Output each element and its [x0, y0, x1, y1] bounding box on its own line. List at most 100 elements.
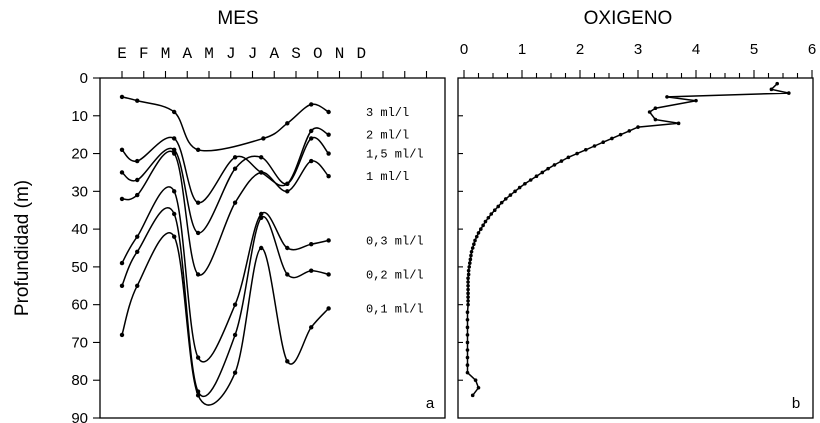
- isoline-point: [232, 155, 238, 160]
- oxygen-point: [483, 219, 488, 224]
- month-label: J: [226, 45, 236, 63]
- isoline-point: [326, 151, 331, 156]
- isoline-point: [172, 211, 177, 217]
- isoline-point: [309, 268, 314, 273]
- oxygen-point: [470, 393, 475, 398]
- oxygen-point: [469, 249, 474, 254]
- month-label: O: [313, 45, 323, 63]
- oxygen-point: [540, 170, 545, 175]
- oxygen-point: [610, 136, 614, 141]
- isoline-point: [119, 94, 125, 100]
- oxygen-point: [694, 98, 698, 103]
- oxygen-point: [476, 385, 481, 390]
- isoline-point: [285, 181, 290, 186]
- isoline-point: [309, 136, 314, 141]
- isoline-point: [195, 230, 201, 236]
- panel-b-letter: b: [792, 395, 800, 412]
- month-label: A: [182, 45, 192, 63]
- isoline-point: [135, 177, 140, 183]
- oxygen-point: [469, 253, 473, 258]
- oxygen-point: [473, 238, 477, 243]
- isoline-point: [309, 128, 314, 134]
- oxygen-point: [534, 174, 539, 179]
- isoline-point: [135, 249, 140, 254]
- y-tick-label: 0: [80, 70, 88, 87]
- oxygen-point: [489, 212, 494, 216]
- isoline-point: [259, 155, 264, 160]
- y-tick-label: 80: [71, 372, 88, 389]
- isoline-point: [135, 192, 140, 198]
- oxygen-point: [481, 223, 485, 228]
- oxygen-point: [559, 159, 564, 163]
- panel-a-letter: a: [426, 395, 435, 412]
- month-label: S: [291, 45, 301, 63]
- isoline-point: [232, 166, 238, 171]
- oxygen-point: [496, 204, 501, 209]
- y-tick-label: 70: [71, 334, 88, 351]
- isoline-point: [195, 200, 201, 205]
- month-label: A: [269, 45, 279, 63]
- isoline-point: [172, 189, 177, 194]
- isoline-label: 0,1 ml/l: [366, 302, 424, 316]
- isoline-point: [326, 174, 331, 179]
- panel-b-frame: [457, 77, 814, 419]
- oxygen-point: [566, 155, 571, 160]
- isoline-label: 0,2 ml/l: [366, 268, 424, 282]
- isoline-point: [285, 272, 290, 277]
- month-label: E: [117, 45, 127, 63]
- isoline-point: [259, 245, 264, 251]
- oxygen-point: [466, 268, 471, 273]
- isoline-point: [172, 234, 177, 239]
- y-tick-label: 60: [71, 297, 88, 314]
- isoline-point: [119, 196, 125, 202]
- oxygen-tick-label: 6: [808, 41, 816, 58]
- isoline-point: [259, 170, 264, 175]
- oxygen-point: [474, 234, 479, 239]
- oxygen-point: [476, 231, 481, 235]
- oxygen-point: [466, 276, 470, 281]
- month-label: D: [356, 45, 366, 63]
- isoline-curve: [121, 186, 329, 363]
- oxygen-point: [775, 81, 779, 86]
- panel-a-frame: [99, 77, 446, 419]
- isoline-label: 1 ml/l: [366, 170, 409, 184]
- oxygen-point: [492, 208, 497, 213]
- oxygen-point: [466, 287, 470, 292]
- isoline-point: [285, 189, 290, 194]
- isoline-point: [195, 355, 201, 360]
- isoline-point: [119, 260, 125, 266]
- oxygen-tick-label: 4: [692, 41, 700, 58]
- oxygen-tick-label: 5: [750, 41, 758, 58]
- oxygen-point: [513, 189, 517, 194]
- oxygen-point: [618, 132, 623, 137]
- oxygen-point: [528, 178, 533, 182]
- oxygen-point: [466, 283, 470, 288]
- isoline-point: [309, 325, 314, 330]
- oxygen-point: [517, 185, 522, 190]
- isoline-label: 2 ml/l: [366, 129, 409, 143]
- y-tick-label: 20: [71, 146, 88, 163]
- panel-a-labels: 3 ml/l 2 ml/l 1,5 ml/l 1 ml/l 0,3 ml/l 0,2 ml…: [366, 106, 424, 316]
- oxygen-point: [503, 197, 508, 201]
- isoline-label: 0,3 ml/l: [366, 234, 424, 248]
- oxygen-point: [592, 144, 597, 148]
- isoline-point: [119, 170, 125, 175]
- isoline-curve: [121, 96, 329, 152]
- oxygen-tick-label: 1: [518, 41, 526, 58]
- isoline-point: [172, 151, 177, 156]
- panel-a-curves: [119, 94, 331, 406]
- isoline-point: [326, 306, 331, 311]
- oxygen-point: [584, 147, 588, 152]
- y-tick-label: 30: [71, 183, 88, 200]
- oxygen-point: [499, 200, 504, 205]
- isoline-curve: [121, 232, 330, 406]
- isoline-point: [135, 283, 140, 288]
- isoline-point: [259, 215, 264, 220]
- isoline-point: [232, 302, 238, 307]
- isoline-curve: [121, 207, 329, 398]
- oxygen-point: [479, 227, 483, 231]
- oxygen-point: [523, 181, 527, 186]
- month-label: F: [139, 45, 149, 63]
- isoline-point: [259, 211, 264, 217]
- isoline-point: [285, 245, 290, 251]
